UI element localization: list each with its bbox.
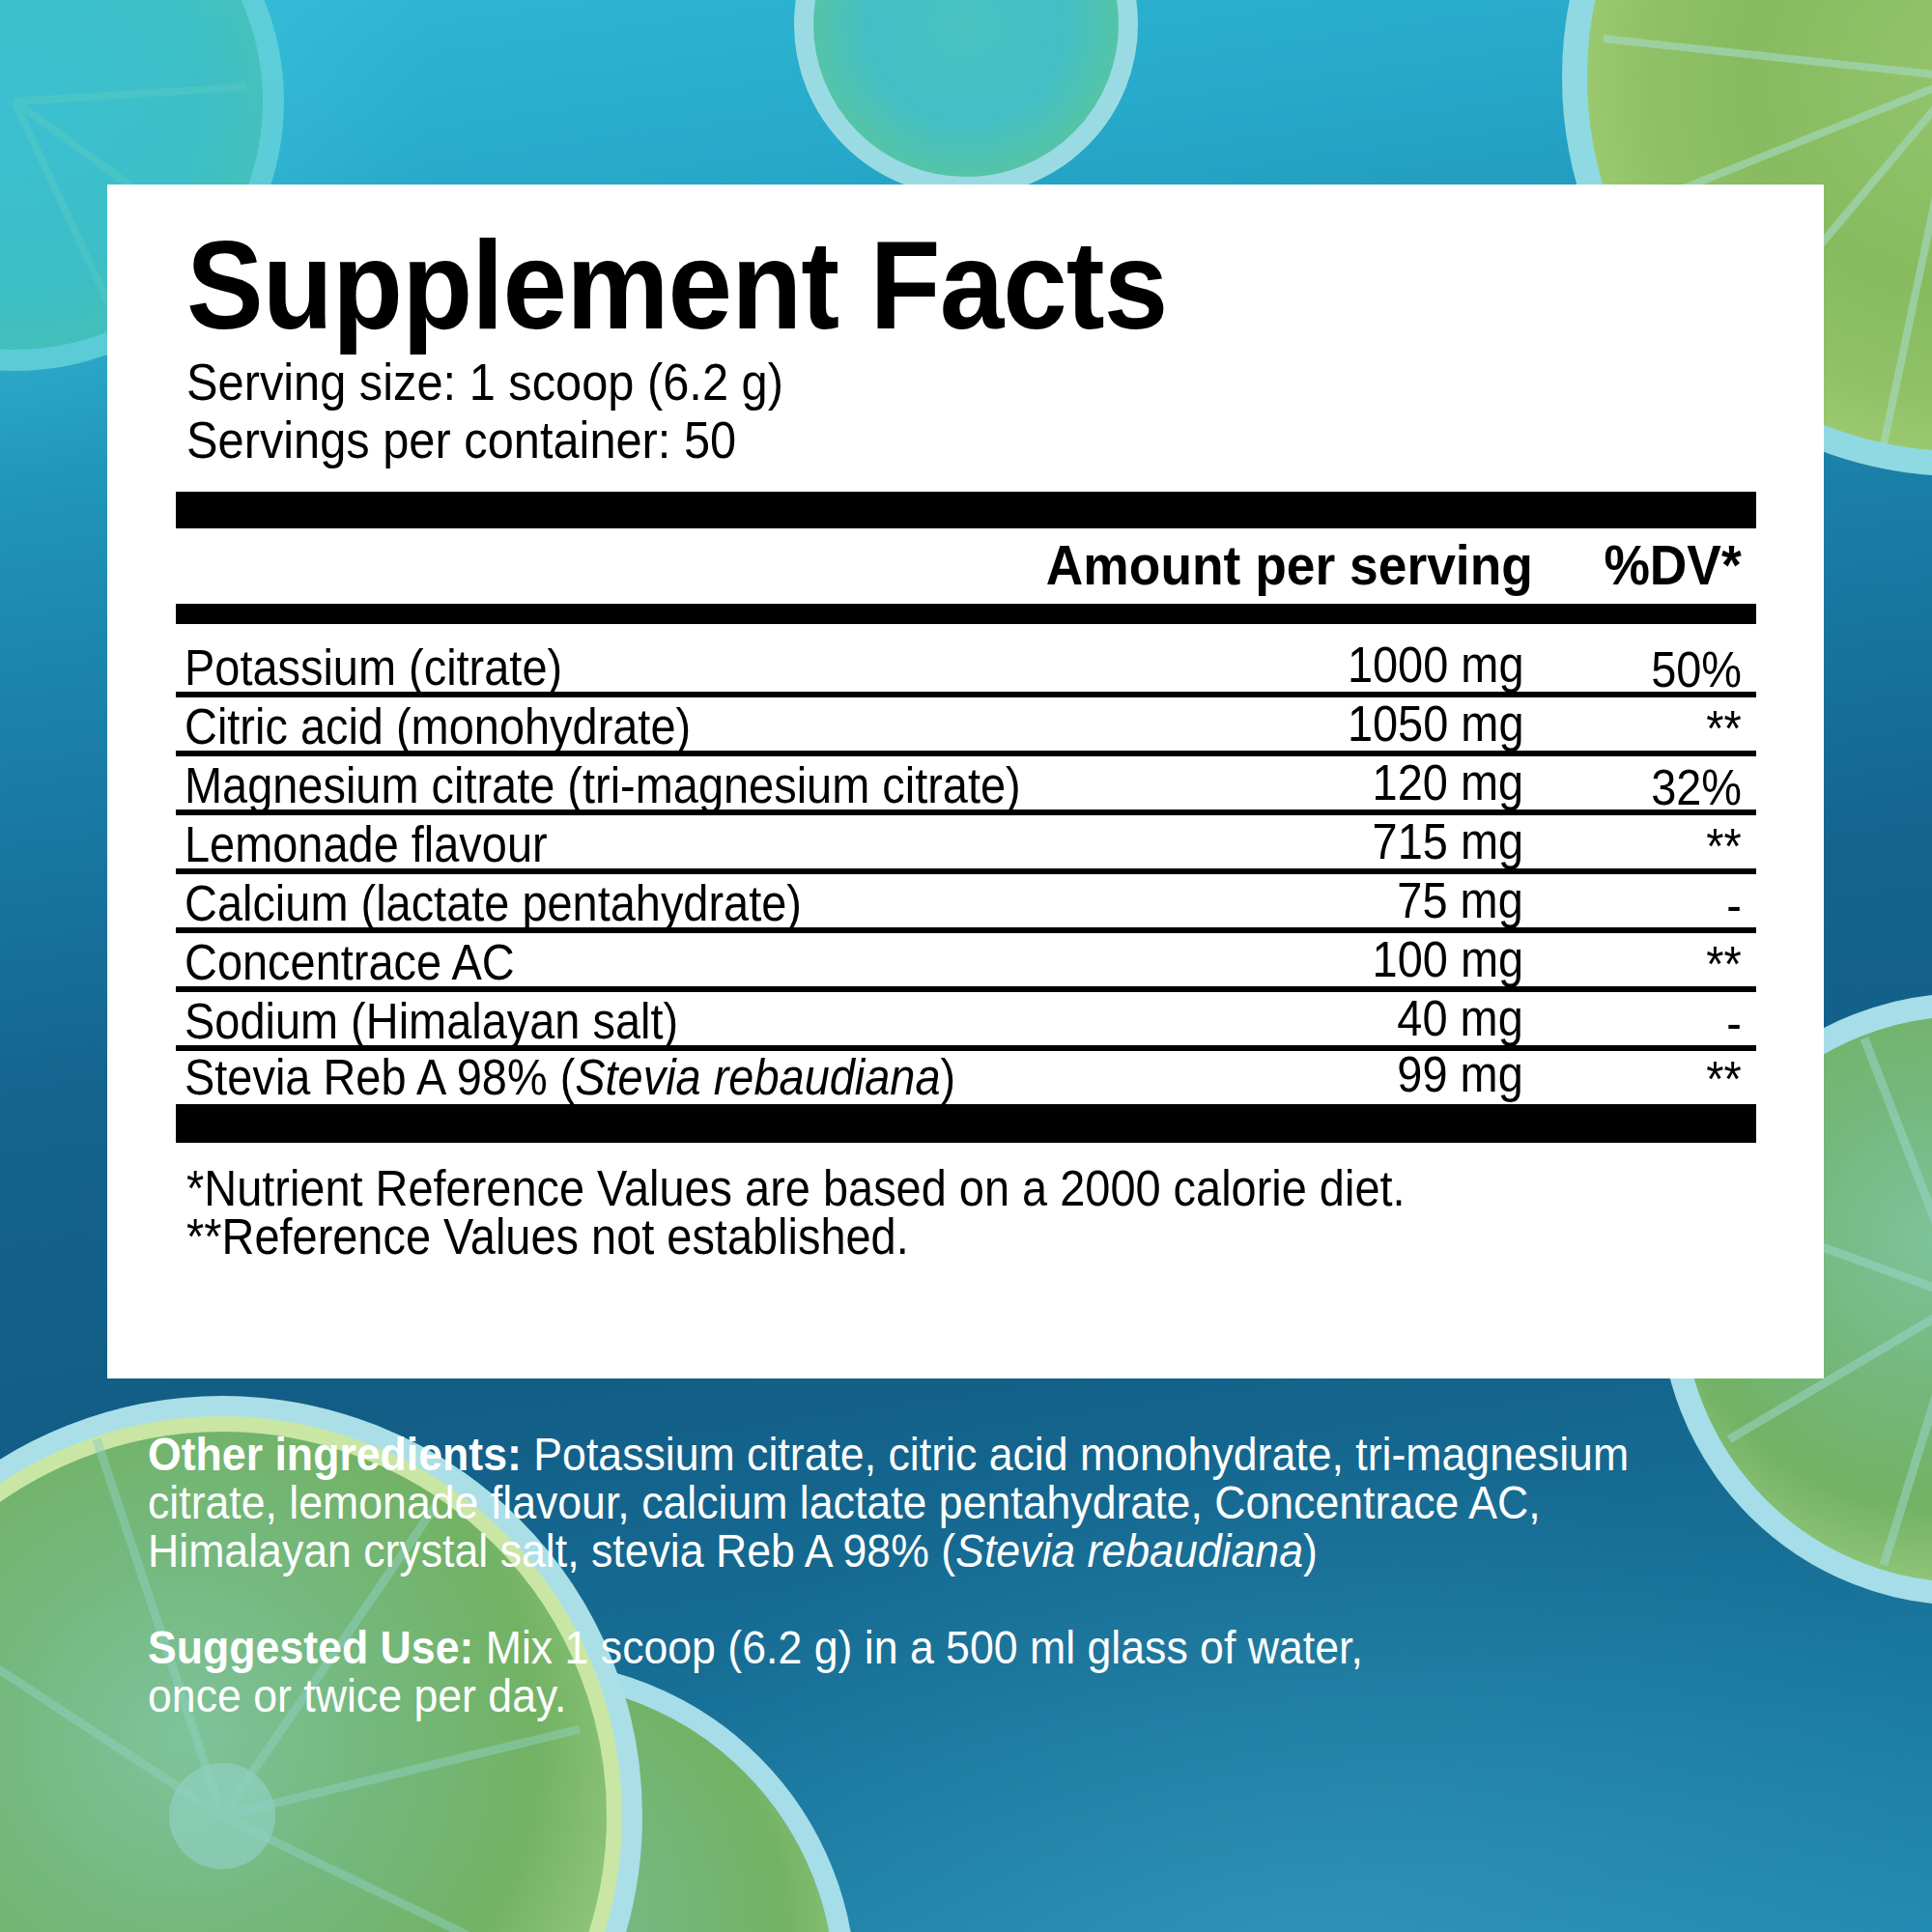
- amount-value: 40 mg: [1386, 994, 1523, 1043]
- ingredient-name: Calcium (lactate pentahydrate): [185, 879, 856, 928]
- ingredient-name: Sodium (Himalayan salt): [185, 997, 722, 1046]
- supplement-facts-panel: Supplement Facts Serving size: 1 scoop (…: [107, 185, 1824, 1378]
- dv-value: 50%: [1643, 645, 1742, 695]
- dv-value: -: [1725, 881, 1742, 930]
- other-ingredients-text: Other ingredients: Potassium citrate, ci…: [148, 1431, 1740, 1576]
- table-header-row: Amount per serving %DV*: [176, 528, 1756, 604]
- table-row: Potassium (citrate) 1000 mg 50%: [176, 624, 1756, 697]
- table-row: Magnesium citrate (tri-magnesium citrate…: [176, 756, 1756, 815]
- dv-value: **: [1703, 704, 1742, 753]
- ingredient-table: Potassium (citrate)1000 mg50%Citric acid…: [176, 624, 1756, 1101]
- ingredient-name: Lemonade flavour: [185, 820, 579, 869]
- dv-value: 32%: [1643, 763, 1742, 812]
- footnote-line: *Nutrient Reference Values are based on …: [186, 1165, 1511, 1213]
- amount-value: 120 mg: [1359, 758, 1523, 808]
- ingredient-name: Concentrace AC: [185, 938, 543, 987]
- ingredient-name: Magnesium citrate (tri-magnesium citrate…: [185, 761, 1094, 810]
- dv-value: -: [1725, 999, 1742, 1048]
- amount-value: 715 mg: [1359, 817, 1523, 867]
- serving-size: Serving size: 1 scoop (6.2 g): [186, 356, 836, 408]
- header-divider-bar: [176, 604, 1756, 624]
- table-row: Lemonade flavour 715 mg **: [176, 815, 1756, 874]
- table-row: Citric acid (monohydrate) 1050 mg **: [176, 697, 1756, 756]
- amount-value: 75 mg: [1386, 876, 1523, 925]
- amount-value: 99 mg: [1386, 1050, 1523, 1099]
- table-top-bar: [176, 492, 1756, 528]
- dv-header: %DV*: [1592, 537, 1742, 593]
- servings-per-container: Servings per container: 50: [186, 414, 784, 466]
- amount-value: 1050 mg: [1332, 699, 1523, 749]
- table-row: Sodium (Himalayan salt) 40 mg -: [176, 992, 1756, 1051]
- table-row: Calcium (lactate pentahydrate) 75 mg -: [176, 874, 1756, 933]
- amount-per-serving-header: Amount per serving: [1004, 537, 1533, 593]
- ingredient-name: Stevia Reb A 98% (Stevia rebaudiana): [185, 1053, 1023, 1102]
- ingredient-name: Potassium (citrate): [185, 643, 595, 693]
- label-page: Supplement Facts Serving size: 1 scoop (…: [0, 0, 1932, 1932]
- dv-value: **: [1703, 822, 1742, 871]
- amount-value: 1000 mg: [1332, 640, 1523, 690]
- table-row: Concentrace AC 100 mg **: [176, 933, 1756, 992]
- table-bottom-bar: [176, 1104, 1756, 1143]
- page-title: Supplement Facts: [186, 222, 1253, 348]
- amount-value: 100 mg: [1359, 935, 1523, 984]
- footnotes: *Nutrient Reference Values are based on …: [186, 1165, 1511, 1262]
- dv-value: **: [1703, 1055, 1742, 1104]
- ingredient-name: Citric acid (monohydrate): [185, 702, 735, 752]
- table-row: Stevia Reb A 98% (Stevia rebaudiana) 99 m…: [176, 1051, 1756, 1101]
- suggested-use-text: Suggested Use: Mix 1 scoop (6.2 g) in a …: [148, 1624, 1455, 1720]
- dv-value: **: [1703, 940, 1742, 989]
- footnote-line: **Reference Values not established.: [186, 1213, 1511, 1262]
